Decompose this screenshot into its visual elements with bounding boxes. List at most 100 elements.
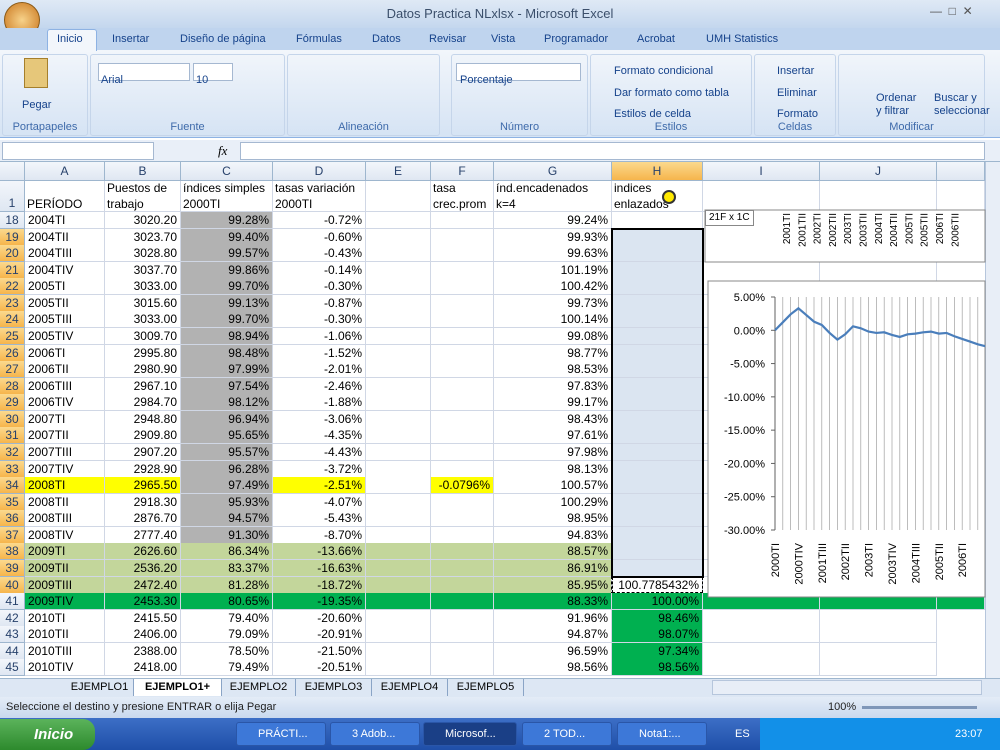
column-header[interactable]: B: [105, 162, 181, 181]
row-header[interactable]: 28: [0, 377, 25, 395]
row-header[interactable]: 36: [0, 510, 25, 528]
cell[interactable]: 3009.70: [105, 327, 181, 346]
cell[interactable]: [366, 278, 431, 296]
cell[interactable]: [431, 410, 494, 428]
window-controls[interactable]: — □ ✕: [930, 4, 973, 18]
sheet-tab[interactable]: EJEMPLO4: [372, 679, 448, 696]
cell[interactable]: [366, 559, 431, 578]
cell[interactable]: 2007TIV: [25, 460, 105, 478]
cell[interactable]: 99.63%: [494, 245, 612, 263]
row-header[interactable]: 24: [0, 311, 25, 329]
cell[interactable]: [366, 377, 431, 395]
column-header[interactable]: E: [366, 162, 431, 181]
cell[interactable]: [703, 443, 820, 462]
row-header[interactable]: 18: [0, 212, 25, 230]
cell[interactable]: -0.60%: [273, 228, 366, 246]
cell[interactable]: [703, 311, 820, 329]
ribbon-tab[interactable]: Inicio: [57, 33, 83, 45]
cell[interactable]: 79.49%: [181, 659, 273, 677]
taskbar-item[interactable]: [423, 722, 517, 746]
cell[interactable]: [820, 311, 937, 329]
cell[interactable]: -4.43%: [273, 443, 366, 462]
cell[interactable]: [820, 245, 937, 263]
cell[interactable]: [431, 642, 494, 660]
cell[interactable]: [703, 377, 820, 395]
cell[interactable]: [366, 593, 431, 611]
cell[interactable]: 2007TII: [25, 427, 105, 445]
cell[interactable]: 98.95%: [494, 510, 612, 528]
cell[interactable]: [820, 327, 937, 346]
cell[interactable]: [820, 593, 937, 611]
cell[interactable]: 100.42%: [494, 278, 612, 296]
ribbon-tab[interactable]: Insertar: [112, 33, 150, 45]
cell[interactable]: [820, 659, 937, 677]
cell[interactable]: 96.28%: [181, 460, 273, 478]
sheet-tab[interactable]: EJEMPLO5: [448, 679, 524, 696]
cell[interactable]: 2777.40: [105, 526, 181, 544]
cell[interactable]: 2965.50: [105, 477, 181, 495]
cell[interactable]: 2005TIV: [25, 327, 105, 346]
cell[interactable]: [366, 510, 431, 528]
row-header[interactable]: 42: [0, 609, 25, 627]
cell[interactable]: -13.66%: [273, 543, 366, 561]
cell[interactable]: 99.40%: [181, 228, 273, 246]
cell[interactable]: 95.65%: [181, 427, 273, 445]
cell[interactable]: [703, 493, 820, 511]
cell[interactable]: -4.07%: [273, 493, 366, 511]
cell[interactable]: 98.53%: [494, 361, 612, 379]
row-header[interactable]: 27: [0, 361, 25, 379]
cell[interactable]: 98.12%: [181, 394, 273, 412]
cell[interactable]: [366, 181, 431, 212]
cell[interactable]: 99.73%: [494, 294, 612, 312]
cell[interactable]: 98.94%: [181, 327, 273, 346]
cell[interactable]: [703, 361, 820, 379]
row-header[interactable]: 37: [0, 526, 25, 544]
font-box[interactable]: Arial: [101, 74, 124, 86]
cell[interactable]: [820, 510, 937, 528]
start-label[interactable]: Inicio: [34, 726, 74, 743]
cell[interactable]: [820, 394, 937, 412]
cell[interactable]: -2.51%: [273, 477, 366, 495]
cell[interactable]: [820, 460, 937, 478]
cell[interactable]: 2009TIII: [25, 576, 105, 594]
cell[interactable]: [820, 261, 937, 279]
cell[interactable]: [366, 245, 431, 263]
cell[interactable]: [820, 477, 937, 495]
cell[interactable]: [703, 576, 820, 594]
cell[interactable]: 2005TI: [25, 278, 105, 296]
cell[interactable]: 100.14%: [494, 311, 612, 329]
cell[interactable]: [703, 593, 820, 611]
zoom-slider[interactable]: [862, 706, 977, 709]
row-header[interactable]: 34: [0, 477, 25, 495]
cell[interactable]: 85.95%: [494, 576, 612, 594]
cell[interactable]: [431, 294, 494, 312]
cell[interactable]: 2010TI: [25, 609, 105, 627]
cell[interactable]: [703, 626, 820, 644]
cell[interactable]: [703, 559, 820, 578]
cell[interactable]: -20.60%: [273, 609, 366, 627]
column-header[interactable]: A: [25, 162, 105, 181]
cell[interactable]: [431, 212, 494, 230]
cell[interactable]: 81.28%: [181, 576, 273, 594]
row-header[interactable]: 19: [0, 228, 25, 246]
sheet-tab[interactable]: EJEMPLO2: [222, 679, 296, 696]
cell[interactable]: 99.57%: [181, 245, 273, 263]
row-header[interactable]: 26: [0, 344, 25, 362]
cell[interactable]: -0.30%: [273, 311, 366, 329]
cell[interactable]: 2928.90: [105, 460, 181, 478]
cell[interactable]: 98.46%: [612, 609, 703, 627]
cell[interactable]: [703, 278, 820, 296]
row-header[interactable]: 31: [0, 427, 25, 445]
cell[interactable]: [366, 543, 431, 561]
cell[interactable]: 95.57%: [181, 443, 273, 462]
cell[interactable]: [820, 410, 937, 428]
ribbon-tab[interactable]: Diseño de página: [180, 33, 266, 45]
cell[interactable]: 2004TI: [25, 212, 105, 230]
cell[interactable]: [105, 181, 181, 212]
cell[interactable]: [366, 493, 431, 511]
ribbon-tab[interactable]: Fórmulas: [296, 33, 342, 45]
cell[interactable]: 99.28%: [181, 212, 273, 230]
cell[interactable]: 2472.40: [105, 576, 181, 594]
cell[interactable]: [431, 593, 494, 611]
cell[interactable]: [366, 361, 431, 379]
